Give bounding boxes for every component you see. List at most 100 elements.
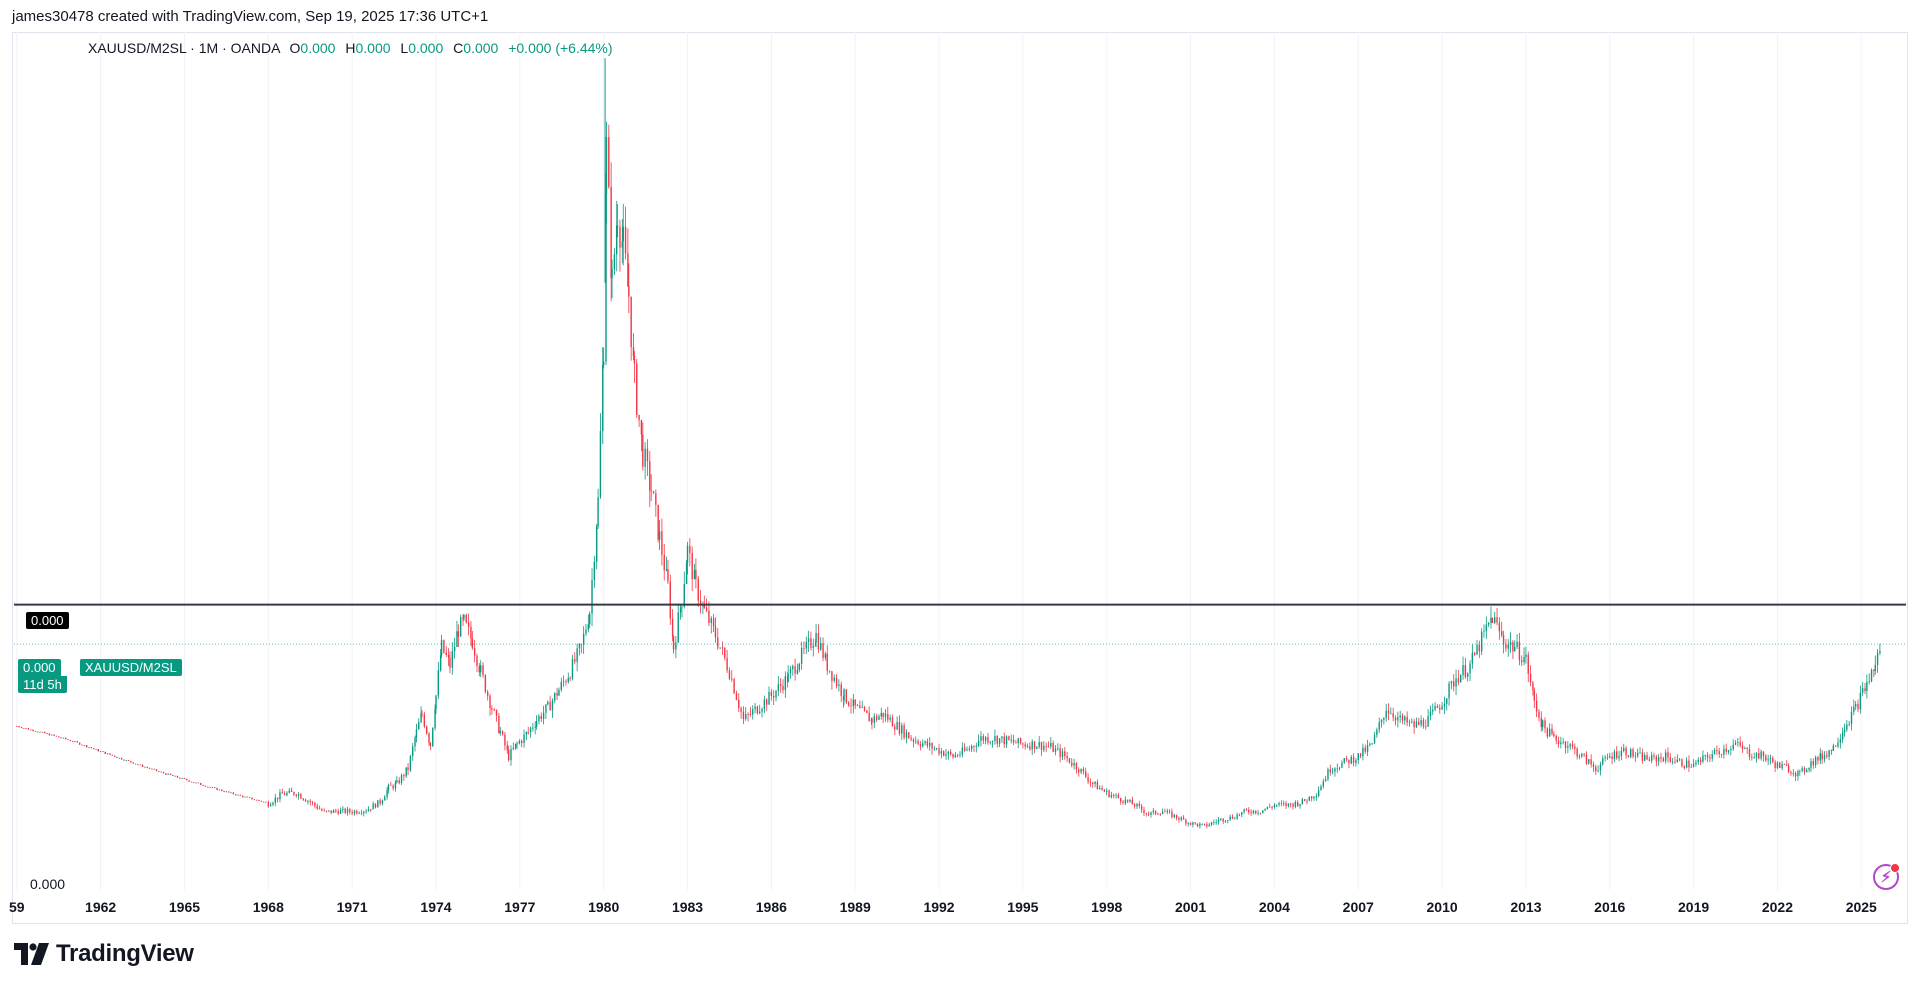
candle-body (498, 715, 500, 733)
candle-body (1119, 798, 1122, 802)
candle (1115, 793, 1117, 799)
candle (1408, 719, 1411, 727)
candle (731, 670, 733, 682)
candle-body (1737, 742, 1739, 743)
candle (1012, 734, 1015, 745)
candle-body (1843, 729, 1846, 733)
candle (1113, 793, 1115, 799)
candle (172, 774, 174, 776)
lightning-button[interactable]: ⚡︎ (1873, 863, 1900, 890)
candle-body (1551, 728, 1553, 734)
candle-body (1124, 799, 1127, 803)
candle (1145, 812, 1148, 817)
candle (225, 791, 228, 793)
candle (1850, 706, 1853, 731)
candle (807, 630, 810, 653)
candle (826, 645, 828, 675)
candle (1287, 803, 1290, 808)
candle-body (195, 782, 197, 784)
candle (1487, 622, 1490, 628)
candle-body (1604, 757, 1606, 759)
candle-body (1040, 741, 1043, 750)
candle-body (60, 737, 62, 739)
candle (1741, 741, 1744, 753)
candle-body (1592, 764, 1595, 767)
candle (1071, 757, 1073, 768)
candle (591, 568, 593, 627)
candle-body (281, 792, 283, 794)
candle-body (1555, 735, 1557, 741)
candle (155, 769, 158, 772)
candle (908, 732, 910, 739)
candle (1870, 668, 1873, 683)
candle (127, 759, 130, 761)
candle-body (1394, 717, 1397, 721)
chart-frame[interactable] (12, 32, 1908, 924)
candle-body (745, 714, 747, 719)
candle-body (1839, 739, 1842, 743)
candle (130, 760, 132, 763)
candle-body (984, 737, 987, 741)
candle (681, 605, 683, 618)
candle (949, 749, 952, 757)
candle-body (1501, 631, 1503, 636)
candle (1015, 739, 1017, 744)
candle-body (435, 695, 437, 710)
candle-body (845, 689, 848, 703)
candle-body (1797, 771, 1799, 777)
candle (118, 757, 120, 759)
candle (356, 809, 358, 815)
candle (1639, 747, 1641, 754)
candle (239, 794, 242, 796)
candle-body (434, 709, 436, 728)
candle (589, 611, 591, 629)
candle-body (1562, 741, 1564, 743)
candle-body (610, 186, 612, 279)
candle (558, 687, 560, 696)
candle (318, 805, 321, 810)
candle-body (1671, 761, 1674, 763)
candle (1527, 651, 1529, 683)
candle (1630, 747, 1632, 759)
candle (465, 613, 467, 624)
tradingview-logo[interactable]: TradingView (14, 940, 194, 968)
candle (478, 663, 481, 677)
candle-body (153, 768, 155, 770)
candle-body (1774, 762, 1776, 768)
candle (1730, 745, 1732, 756)
candle-body (1854, 703, 1857, 707)
candle-body (1681, 759, 1683, 767)
candle (1604, 754, 1606, 762)
candle-body (302, 798, 304, 800)
candle-body (53, 734, 55, 736)
candle-body (859, 705, 861, 708)
candle-body (489, 695, 491, 709)
candle-body (852, 699, 855, 707)
candle-body (484, 675, 487, 692)
candle (1357, 753, 1359, 765)
candle-body (339, 810, 342, 814)
candle-body (353, 810, 356, 814)
candle-body (685, 562, 688, 584)
candle-body (1331, 771, 1334, 773)
candle (1483, 624, 1485, 638)
candle-body (207, 786, 209, 788)
candle-body (1599, 764, 1602, 771)
bar-countdown-label: 11d 5h (18, 676, 67, 693)
horizontal-line-price-label[interactable]: 0.000 (26, 612, 69, 629)
candle-body (1706, 755, 1709, 758)
candle (1866, 674, 1868, 699)
candle-body (1334, 768, 1336, 772)
candle (151, 768, 153, 770)
candle (838, 679, 840, 692)
candle-body (807, 638, 810, 642)
candle (1429, 705, 1432, 721)
candle (1516, 634, 1518, 650)
candle (873, 713, 875, 728)
candle (467, 613, 470, 636)
candle-body (621, 241, 624, 248)
candle (414, 735, 416, 752)
candle-body (1222, 818, 1224, 822)
candle (58, 736, 60, 738)
